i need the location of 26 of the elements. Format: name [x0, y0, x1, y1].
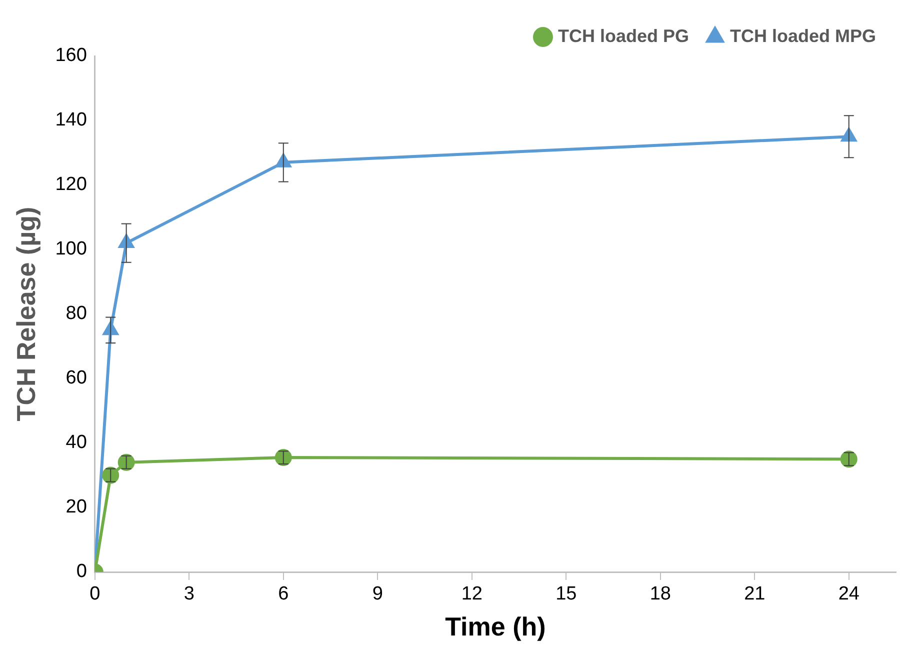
- point: [274, 449, 292, 466]
- x-tick-label: 3: [184, 584, 194, 605]
- y-tick-label: 80: [66, 303, 87, 324]
- x-tick-label: 15: [556, 584, 577, 605]
- y-axis-title: TCH Release (µg): [10, 206, 41, 422]
- legend-label: TCH loaded PG: [558, 26, 689, 46]
- x-tick-label: 6: [278, 584, 289, 605]
- x-tick-label: 12: [461, 584, 482, 605]
- x-tick-label: 9: [372, 584, 383, 605]
- y-tick-label: 160: [55, 45, 87, 66]
- x-tick-label: 18: [650, 584, 671, 605]
- y-tick-label: 140: [55, 110, 87, 131]
- point: [118, 454, 135, 471]
- point: [102, 466, 120, 484]
- y-tick-label: 0: [76, 561, 87, 582]
- y-tick-label: 120: [55, 174, 87, 196]
- y-tick-label: 100: [55, 238, 87, 260]
- x-tick-label: 0: [90, 584, 100, 605]
- legend-label: TCH loaded MPG: [730, 26, 876, 46]
- x-tick-label: 24: [838, 584, 860, 605]
- x-tick-label: 21: [744, 584, 766, 605]
- y-tick-label: 60: [66, 368, 87, 389]
- point: [840, 450, 858, 468]
- y-tick-label: 40: [66, 432, 87, 454]
- y-tick-label: 20: [66, 496, 87, 518]
- x-axis-title: Time (h): [445, 612, 546, 642]
